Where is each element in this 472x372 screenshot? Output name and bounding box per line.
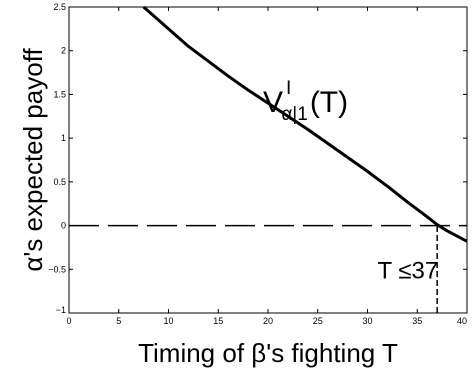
plot-area bbox=[69, 7, 467, 313]
curve-label-subscript: α|1 bbox=[281, 104, 308, 125]
y-tick-label: −0.5 bbox=[48, 264, 66, 274]
x-tick-label: 5 bbox=[116, 316, 121, 326]
y-tick-label: 2.5 bbox=[53, 2, 66, 12]
x-tick-label: 35 bbox=[412, 316, 422, 326]
x-tick-label: 10 bbox=[163, 316, 173, 326]
x-tick-label: 0 bbox=[66, 316, 71, 326]
curve-label-superscript: I bbox=[286, 78, 291, 99]
threshold-label: T ≤37 bbox=[377, 257, 438, 284]
y-tick-label: 2 bbox=[61, 46, 66, 56]
curve-label-argument: (T) bbox=[310, 86, 348, 119]
payoff-curve bbox=[142, 5, 468, 243]
curve-label-base: V bbox=[263, 86, 283, 119]
y-tick-label: 1.5 bbox=[53, 89, 66, 99]
y-axis-label: α's expected payoff bbox=[18, 48, 48, 272]
x-tick-label: 30 bbox=[362, 316, 372, 326]
y-tick-label: 1 bbox=[61, 133, 66, 143]
plot-frame bbox=[68, 6, 468, 314]
x-tick-label: 20 bbox=[263, 316, 273, 326]
tick-labels: 0 5 10 15 20 25 30 35 40 −1 −0.5 0 0.5 1 1.5 2 2.5 bbox=[48, 2, 467, 326]
y-tick-label: 0 bbox=[61, 221, 66, 231]
x-tick-label: 40 bbox=[457, 316, 467, 326]
y-tick-label: −1 bbox=[56, 305, 66, 315]
x-tick-label: 15 bbox=[213, 316, 223, 326]
series-lines bbox=[69, 5, 468, 313]
x-tick-label: 25 bbox=[313, 316, 323, 326]
x-axis-label: Timing of β's fighting T bbox=[138, 338, 398, 368]
y-tick-label: 0.5 bbox=[53, 177, 66, 187]
